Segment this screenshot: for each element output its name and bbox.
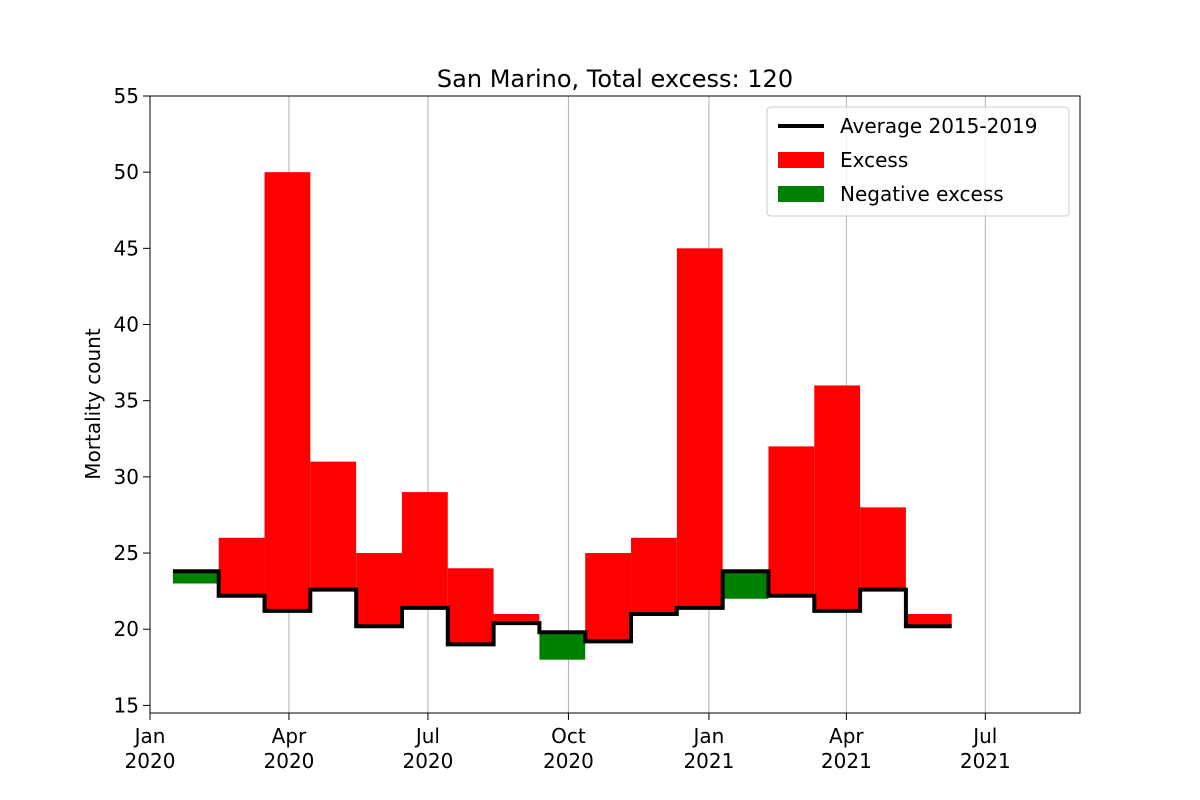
x-tick-label: Apr 2021	[821, 724, 872, 773]
excess-bar	[860, 507, 906, 590]
y-tick-label: 50	[114, 160, 139, 184]
excess-bar	[768, 446, 815, 596]
y-tick-label: 30	[114, 465, 139, 489]
legend-frame	[766, 106, 1070, 217]
x-tick-label: Jan 2020	[125, 724, 176, 773]
legend-label-average: Average 2015-2019	[840, 114, 1038, 138]
excess-bar	[585, 553, 632, 642]
legend-label-negative-excess: Negative excess	[840, 182, 1004, 206]
average-line-layer	[172, 569, 952, 647]
y-tick-label: 35	[114, 389, 139, 413]
x-tick-label: Jan 2021	[683, 724, 734, 773]
average-2015-2019-line	[172, 569, 952, 647]
y-tick-label: 55	[114, 84, 139, 108]
excess-bar	[676, 248, 723, 608]
y-axis-label: Mortality count	[81, 328, 105, 480]
x-axis: Jan 2020 Apr 2020 Jul 2020 Oct 2020 Jan 2021 Apr 20…	[125, 713, 1011, 773]
excess-bar	[493, 613, 540, 624]
y-tick-label: 20	[114, 617, 139, 641]
negative-excess-bar	[539, 632, 586, 660]
excess-bar	[631, 537, 677, 614]
x-tick-label: Apr 2020	[264, 724, 315, 773]
excess-bar	[356, 553, 402, 627]
chart-title: San Marino, Total excess: 120	[437, 65, 793, 93]
y-tick-label: 45	[114, 236, 139, 260]
x-tick-label: Oct 2020	[543, 724, 594, 773]
negative-excess-bar	[722, 571, 769, 599]
excess-bar	[401, 492, 448, 608]
x-tick-label: Jul 2021	[960, 724, 1011, 773]
legend-label-excess: Excess	[840, 148, 908, 172]
x-tick-label: Jul 2020	[402, 724, 453, 773]
y-axis: 15 20 25 30 35 40 45 50 55	[114, 84, 150, 717]
excess-bar	[905, 613, 952, 627]
plot-frame	[149, 95, 1081, 714]
negative-excess-bar	[172, 571, 219, 584]
excess-bar	[218, 537, 265, 596]
excess-bar	[264, 172, 311, 611]
legend-swatch-negative-excess	[778, 186, 824, 202]
y-tick-label: 40	[114, 313, 139, 337]
excess-bar	[814, 385, 861, 611]
y-tick-label: 25	[114, 541, 139, 565]
excess-bar	[447, 568, 494, 645]
excess-bar	[310, 461, 357, 590]
y-tick-label: 15	[114, 693, 139, 717]
legend-swatch-excess	[778, 152, 824, 168]
legend: Average 2015-2019 Excess Negative excess	[766, 106, 1070, 217]
excess-bars	[172, 172, 952, 660]
